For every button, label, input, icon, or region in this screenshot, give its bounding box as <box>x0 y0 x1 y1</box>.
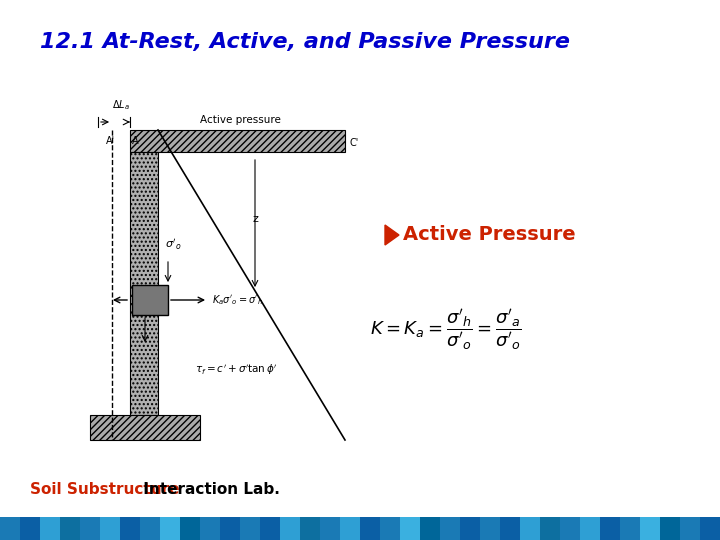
Bar <box>320 517 340 540</box>
Text: 12.1 At-Rest, Active, and Passive Pressure: 12.1 At-Rest, Active, and Passive Pressu… <box>40 32 570 52</box>
Bar <box>300 517 320 540</box>
Bar <box>440 517 460 540</box>
Bar <box>420 517 440 540</box>
Bar <box>80 517 100 540</box>
Bar <box>140 517 160 540</box>
Bar <box>400 517 420 540</box>
Bar <box>480 517 500 540</box>
Text: A': A' <box>105 136 114 146</box>
Bar <box>0 517 20 540</box>
Text: $\Delta L_a$: $\Delta L_a$ <box>112 98 130 112</box>
Bar <box>540 517 560 540</box>
Text: Soil Substructure: Soil Substructure <box>30 483 179 497</box>
Bar <box>180 517 200 540</box>
Bar <box>60 517 80 540</box>
Bar <box>560 517 580 540</box>
Bar <box>660 517 680 540</box>
Bar <box>130 152 158 415</box>
Text: C': C' <box>349 138 359 148</box>
Bar <box>600 517 620 540</box>
Bar <box>160 517 180 540</box>
Text: Active Pressure: Active Pressure <box>403 226 575 245</box>
Bar <box>620 517 640 540</box>
Text: $\tau_f = c' + \sigma' \tan\phi'$: $\tau_f = c' + \sigma' \tan\phi'$ <box>195 363 278 377</box>
Polygon shape <box>385 225 399 245</box>
Bar <box>200 517 220 540</box>
Bar <box>520 517 540 540</box>
Bar <box>20 517 40 540</box>
Bar <box>260 517 280 540</box>
Bar <box>90 415 200 440</box>
Text: $K = K_a = \dfrac{\sigma'_h}{\sigma'_o} = \dfrac{\sigma'_a}{\sigma'_o}$: $K = K_a = \dfrac{\sigma'_h}{\sigma'_o} … <box>370 308 522 352</box>
Bar <box>100 517 120 540</box>
Text: $\sigma'_o$: $\sigma'_o$ <box>165 238 181 252</box>
Bar <box>680 517 700 540</box>
Bar <box>132 285 168 315</box>
Bar <box>460 517 480 540</box>
Bar <box>220 517 240 540</box>
Bar <box>580 517 600 540</box>
Bar <box>130 130 345 152</box>
Bar <box>500 517 520 540</box>
Bar <box>120 517 140 540</box>
Bar <box>360 517 380 540</box>
Text: A: A <box>132 136 139 146</box>
Bar <box>240 517 260 540</box>
Text: Interaction Lab.: Interaction Lab. <box>138 483 280 497</box>
Text: z: z <box>252 213 258 224</box>
Bar <box>380 517 400 540</box>
Bar <box>280 517 300 540</box>
Bar <box>640 517 660 540</box>
Text: Active pressure: Active pressure <box>200 115 281 125</box>
Bar <box>40 517 60 540</box>
Bar <box>700 517 720 540</box>
Bar <box>340 517 360 540</box>
Text: $K_a\sigma'_o = \sigma'_h$: $K_a\sigma'_o = \sigma'_h$ <box>212 293 263 307</box>
